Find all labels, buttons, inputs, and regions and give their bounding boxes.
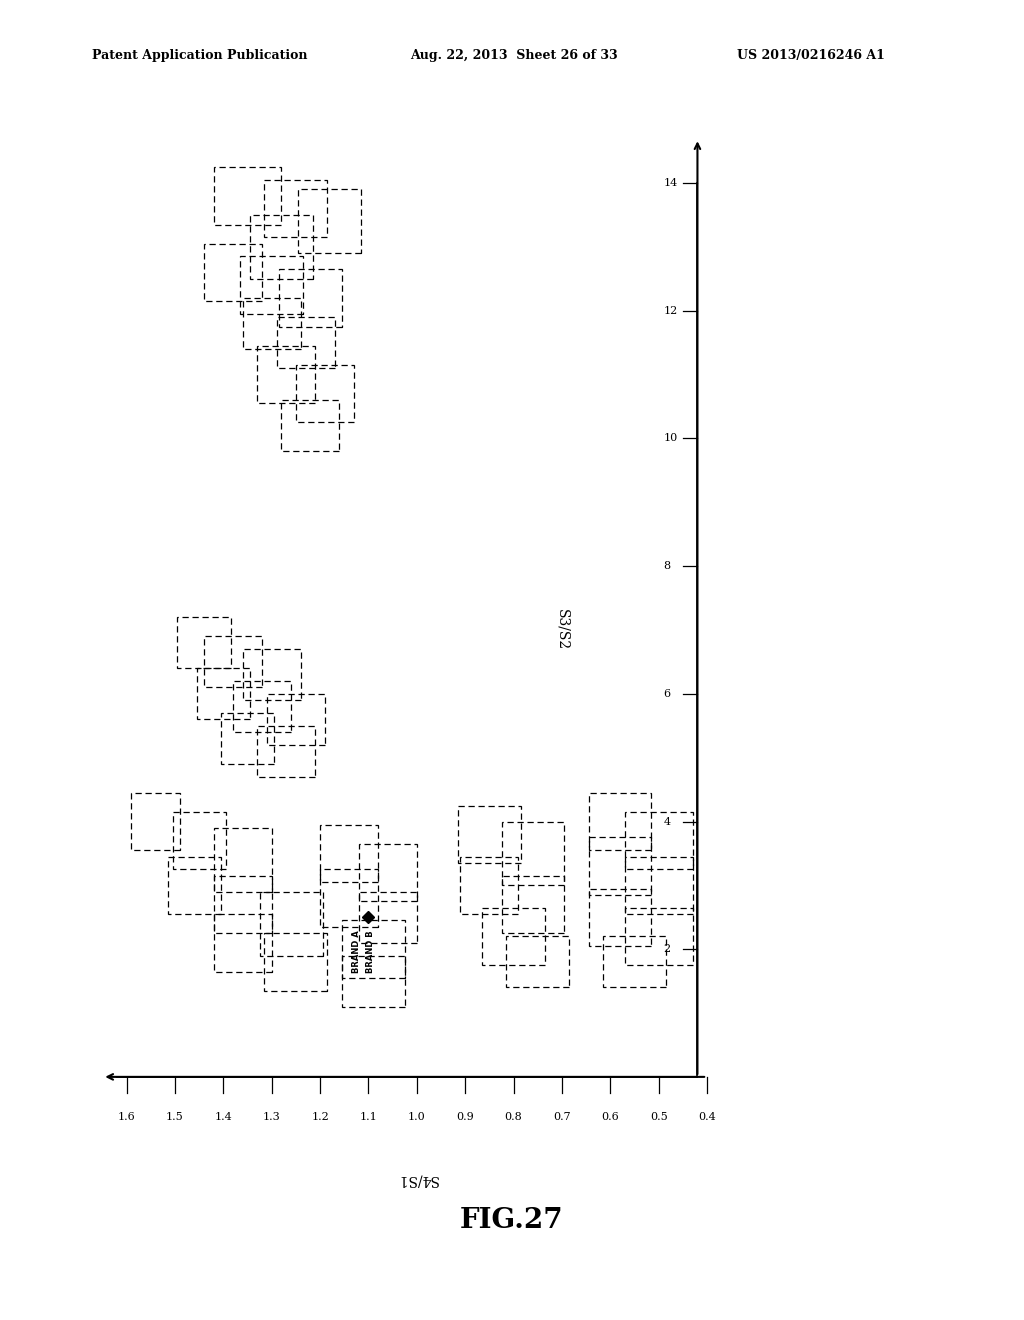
Bar bbox=[296, 366, 354, 422]
Bar bbox=[502, 821, 564, 886]
Bar bbox=[298, 190, 361, 253]
Text: Aug. 22, 2013  Sheet 26 of 33: Aug. 22, 2013 Sheet 26 of 33 bbox=[410, 49, 617, 62]
Bar bbox=[589, 837, 651, 895]
Bar bbox=[589, 888, 651, 946]
Bar bbox=[458, 805, 521, 863]
Text: 6: 6 bbox=[664, 689, 671, 698]
Bar bbox=[482, 908, 545, 965]
Text: 1.5: 1.5 bbox=[166, 1111, 184, 1122]
Text: BRAND A: BRAND A bbox=[352, 931, 360, 973]
Bar bbox=[625, 857, 692, 913]
Text: 1.1: 1.1 bbox=[359, 1111, 378, 1122]
Bar bbox=[264, 933, 328, 991]
Text: 0.7: 0.7 bbox=[553, 1111, 570, 1122]
Bar bbox=[257, 346, 315, 404]
Text: 0.9: 0.9 bbox=[457, 1111, 474, 1122]
Bar bbox=[342, 920, 404, 978]
Bar bbox=[131, 793, 180, 850]
Text: 14: 14 bbox=[664, 178, 678, 187]
Text: Patent Application Publication: Patent Application Publication bbox=[92, 49, 307, 62]
Bar bbox=[168, 857, 221, 913]
Text: 1.0: 1.0 bbox=[408, 1111, 426, 1122]
Text: 4: 4 bbox=[664, 817, 671, 826]
Bar bbox=[461, 857, 518, 913]
Bar bbox=[241, 256, 303, 314]
Bar bbox=[260, 892, 323, 956]
Text: 1.2: 1.2 bbox=[311, 1111, 329, 1122]
Text: BRAND B: BRAND B bbox=[367, 931, 376, 973]
Bar bbox=[173, 812, 225, 870]
Bar bbox=[603, 936, 666, 987]
Text: 0.5: 0.5 bbox=[650, 1111, 668, 1122]
Bar bbox=[257, 726, 315, 776]
Bar bbox=[276, 317, 335, 368]
Bar bbox=[214, 828, 271, 892]
Text: 12: 12 bbox=[664, 306, 678, 315]
Bar bbox=[625, 908, 692, 965]
Bar bbox=[502, 875, 564, 933]
Bar bbox=[204, 244, 262, 301]
Bar bbox=[243, 298, 301, 348]
Text: US 2013/0216246 A1: US 2013/0216246 A1 bbox=[737, 49, 885, 62]
Bar bbox=[204, 636, 262, 688]
Bar bbox=[267, 694, 325, 744]
Bar bbox=[214, 168, 282, 224]
Text: FIG.27: FIG.27 bbox=[460, 1208, 564, 1234]
Text: 1.6: 1.6 bbox=[118, 1111, 135, 1122]
Bar bbox=[342, 956, 404, 1007]
Bar bbox=[279, 269, 342, 327]
Bar bbox=[177, 618, 230, 668]
Text: S3/S2: S3/S2 bbox=[555, 610, 569, 651]
Bar bbox=[358, 892, 417, 942]
Bar bbox=[243, 649, 301, 700]
Text: 1.3: 1.3 bbox=[263, 1111, 281, 1122]
Text: S4/S1: S4/S1 bbox=[396, 1172, 437, 1187]
Bar bbox=[506, 936, 569, 987]
Bar bbox=[264, 180, 328, 238]
Text: 10: 10 bbox=[664, 433, 678, 444]
Text: 0.8: 0.8 bbox=[505, 1111, 522, 1122]
Bar bbox=[214, 913, 271, 972]
Text: 2: 2 bbox=[664, 944, 671, 954]
Bar bbox=[589, 793, 651, 850]
Bar bbox=[358, 843, 417, 902]
Bar bbox=[197, 668, 250, 719]
Bar bbox=[625, 812, 692, 870]
Bar bbox=[250, 215, 313, 279]
Bar bbox=[214, 875, 271, 933]
Bar bbox=[321, 825, 378, 882]
Bar bbox=[282, 400, 339, 451]
Text: 0.6: 0.6 bbox=[601, 1111, 620, 1122]
Text: 1.4: 1.4 bbox=[214, 1111, 232, 1122]
Text: 0.4: 0.4 bbox=[698, 1111, 716, 1122]
Bar bbox=[233, 681, 291, 733]
Text: 8: 8 bbox=[664, 561, 671, 572]
Bar bbox=[321, 870, 378, 927]
Bar bbox=[221, 713, 274, 764]
